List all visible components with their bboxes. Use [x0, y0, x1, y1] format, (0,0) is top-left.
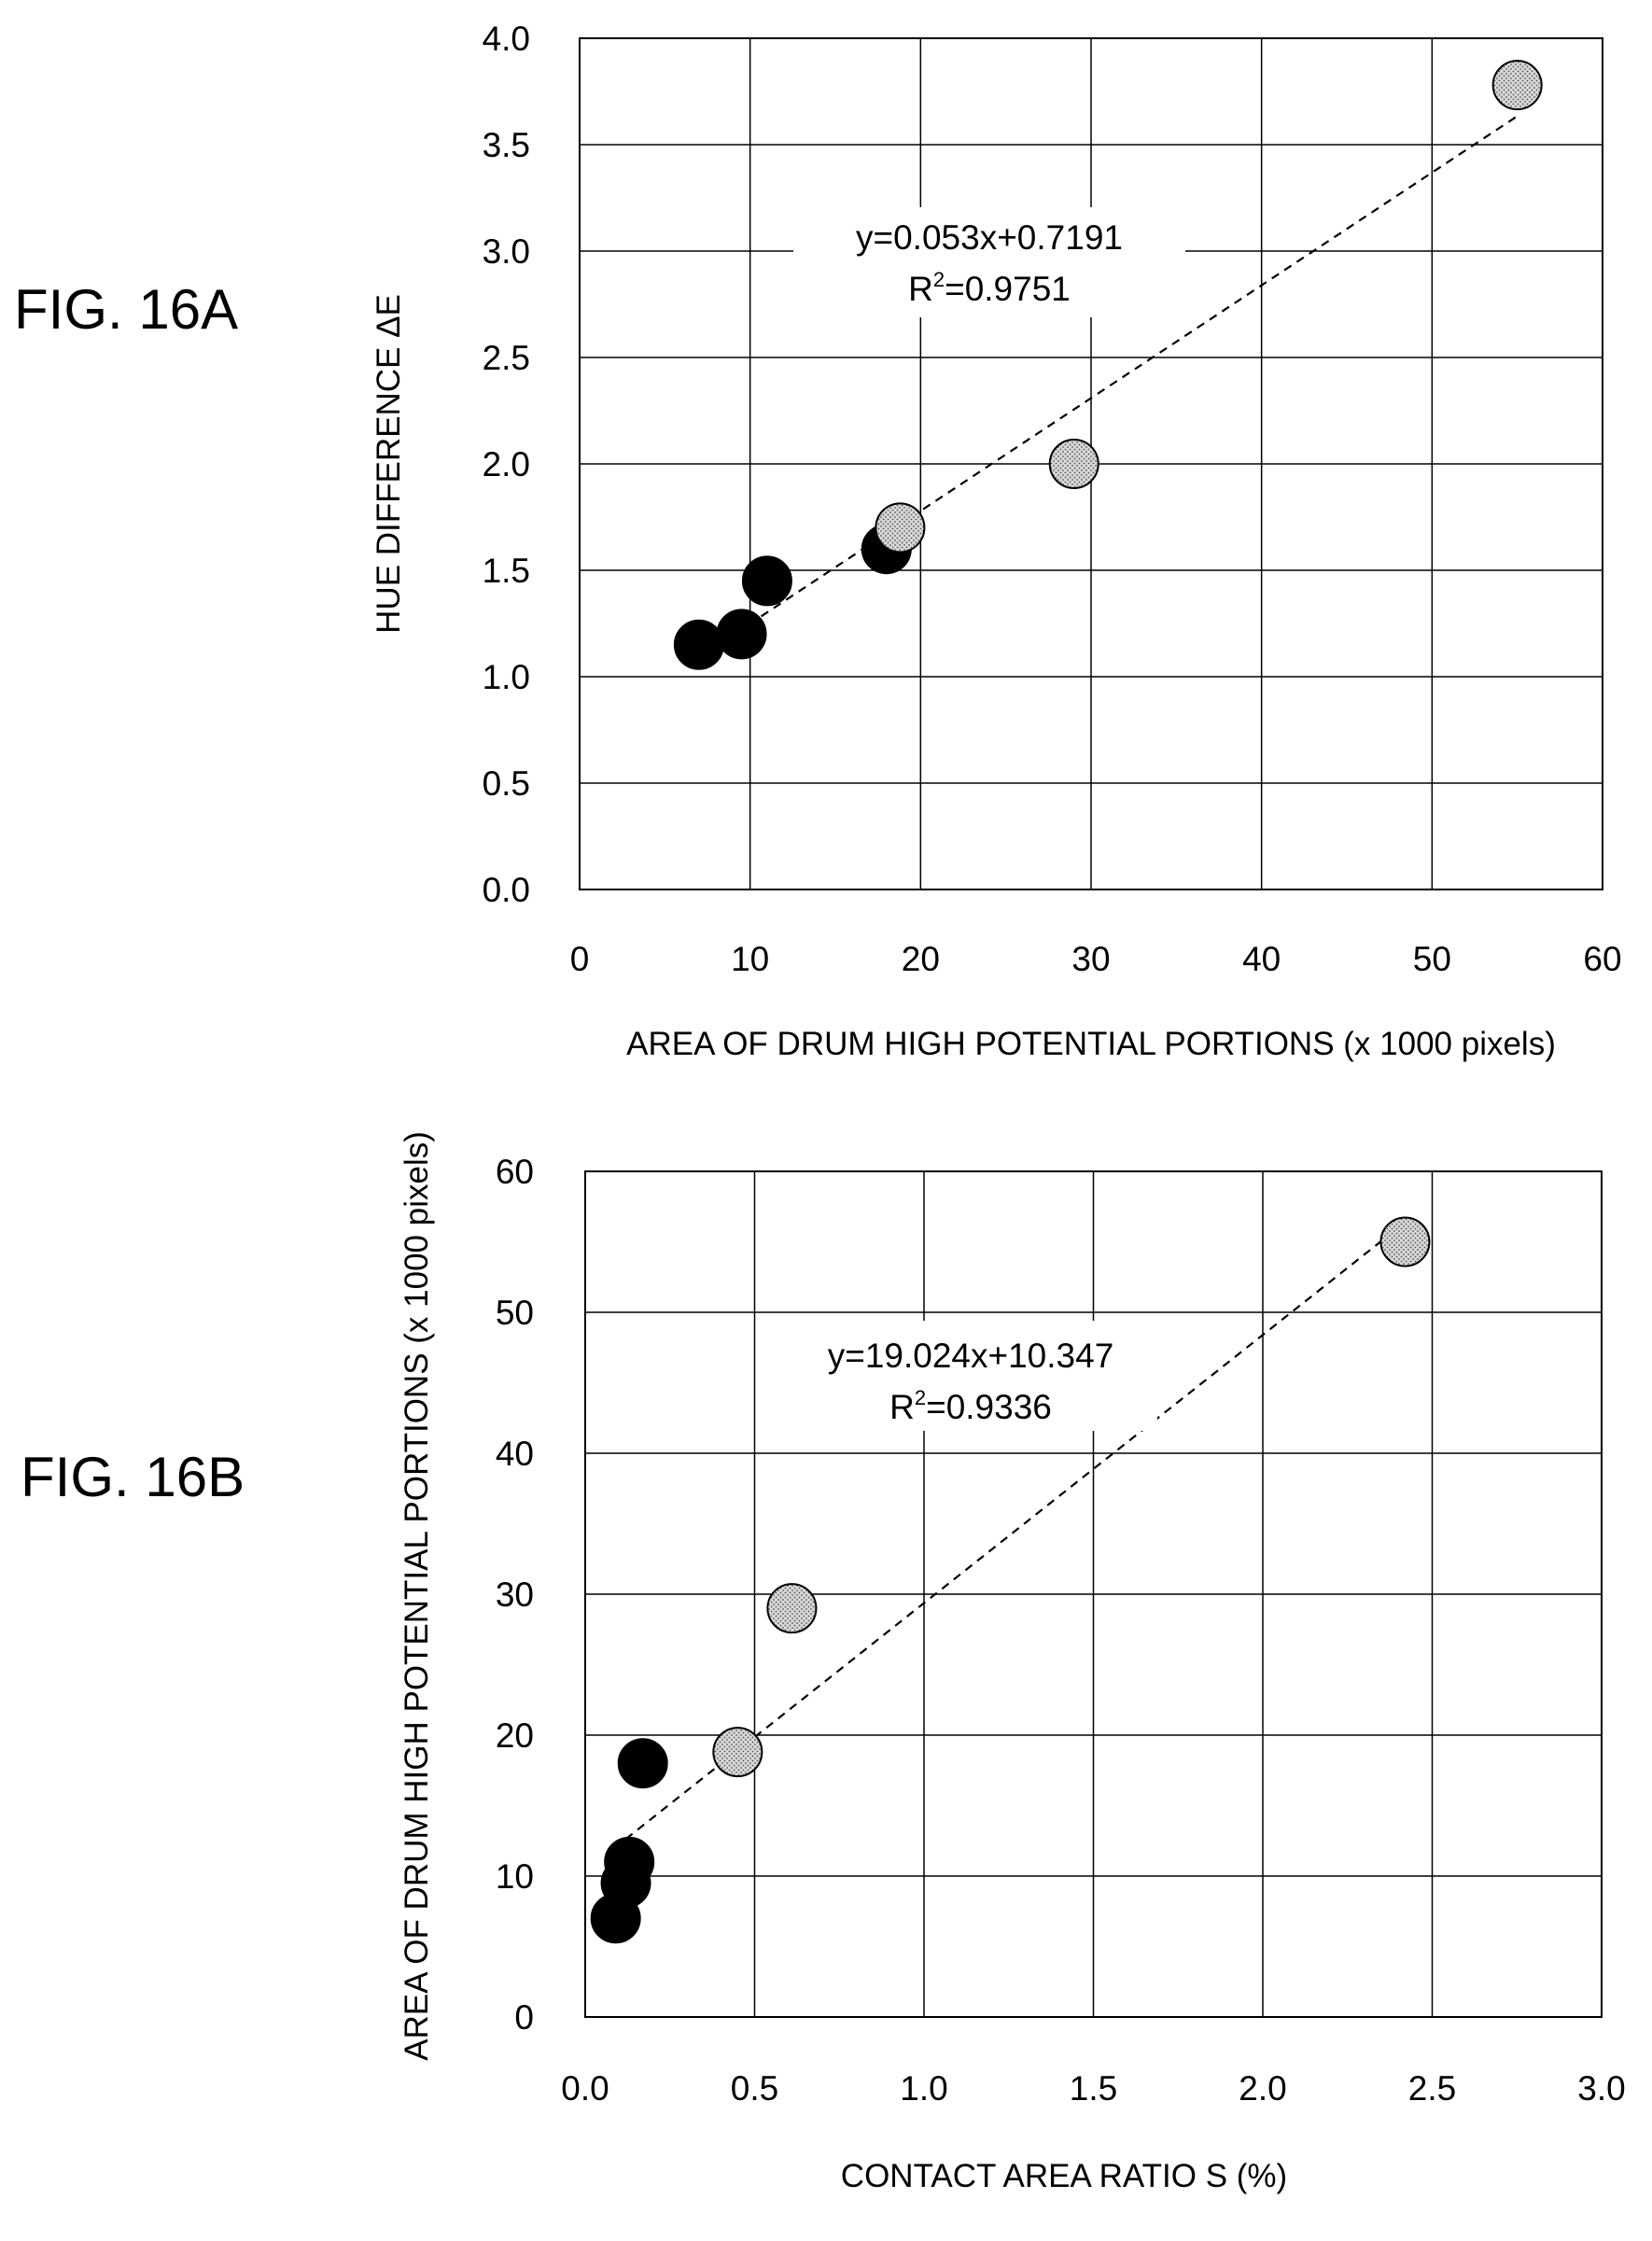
- x-axis-label-16a: AREA OF DRUM HIGH POTENTIAL PORTIONS (x …: [626, 1026, 1556, 1062]
- y-tick-label-16a-1: 0.5: [483, 764, 530, 803]
- figure-label-16a: FIG. 16A: [14, 278, 238, 341]
- y-tick-label-16b-0: 0: [514, 1998, 534, 2037]
- y-axis-label-16b: AREA OF DRUM HIGH POTENTIAL PORTIONS (x …: [399, 1131, 435, 2061]
- data-point-16a-dotted-0: [875, 502, 926, 553]
- x-tick-label-16b-4: 2.0: [1239, 2069, 1286, 2108]
- r2-text-16a: R2=0.9751: [908, 268, 1071, 308]
- data-point-16b-filled-3: [617, 1738, 668, 1789]
- equation-text-16a: y=0.053x+0.7191: [856, 218, 1123, 257]
- x-tick-label-16a-6: 60: [1583, 940, 1621, 978]
- points-16a: [673, 60, 1543, 670]
- tick-labels-16b: 0.0 0.5 1.0 1.5 2.0 2.5 3.0 0 10 20 30 40 50 60: [496, 1153, 1626, 2108]
- y-tick-label-16a-0: 0.0: [483, 871, 530, 909]
- r2-text-16b: R2=0.9336: [889, 1386, 1052, 1426]
- x-tick-label-16a-3: 30: [1071, 940, 1110, 978]
- data-point-16b-dotted-1: [766, 1583, 818, 1634]
- chart-fig16a: FIG. 16A 0 10 20 30 40 50 60 0.0 0.5 1.0 1.5 2.0 2.5…: [14, 20, 1622, 1062]
- gridlines-16b: [585, 1171, 1602, 2017]
- data-point-16b-filled-2: [604, 1836, 655, 1887]
- x-tick-label-16b-2: 1.0: [900, 2069, 947, 2108]
- x-tick-label-16a-0: 0: [570, 940, 590, 978]
- y-tick-label-16b-1: 10: [496, 1857, 534, 1896]
- data-point-16a-dotted-2: [1491, 60, 1543, 111]
- x-tick-label-16b-1: 0.5: [731, 2069, 778, 2108]
- y-tick-label-16a-2: 1.0: [483, 658, 530, 696]
- data-point-16a-dotted-1: [1048, 439, 1099, 489]
- x-tick-label-16b-3: 1.5: [1070, 2069, 1117, 2108]
- data-point-16b-dotted-2: [1379, 1216, 1431, 1268]
- y-tick-label-16b-4: 40: [496, 1435, 534, 1473]
- y-tick-label-16a-4: 2.0: [483, 445, 530, 483]
- plot-frame-16a: [579, 37, 1603, 890]
- x-tick-label-16a-4: 40: [1242, 940, 1281, 978]
- equation-text-16b: y=19.024x+10.347: [828, 1337, 1114, 1375]
- y-tick-label-16a-5: 2.5: [483, 339, 530, 377]
- data-point-16a-filled-1: [716, 609, 767, 660]
- data-point-16b-dotted-0: [712, 1727, 763, 1778]
- figure-label-16b: FIG. 16B: [21, 1446, 245, 1508]
- y-axis-label-16a: HUE DIFFERENCE ΔE: [371, 294, 407, 634]
- data-point-16a-filled-0: [673, 619, 724, 670]
- points-16b: [590, 1216, 1431, 1944]
- x-tick-label-16a-5: 50: [1413, 940, 1451, 978]
- tick-labels-16a: 0 10 20 30 40 50 60 0.0 0.5 1.0 1.5 2.0 2.5 3.0 3.5 4.0: [483, 20, 1622, 978]
- plot-frame-16b: [584, 1170, 1603, 2018]
- y-tick-label-16b-3: 30: [496, 1576, 534, 1614]
- data-point-16a-filled-2: [741, 555, 792, 607]
- chart-fig16b: FIG. 16B 0.0 0.5 1.0 1.5 2.0 2.5 3.0 0 10 20 30 40 5…: [21, 1131, 1626, 2194]
- y-tick-label-16a-7: 3.5: [483, 126, 530, 164]
- x-tick-label-16a-2: 20: [902, 940, 940, 978]
- y-tick-label-16b-2: 20: [496, 1716, 534, 1755]
- trendline-16a: [698, 115, 1519, 659]
- x-tick-label-16b-6: 3.0: [1577, 2069, 1625, 2108]
- x-axis-label-16b: CONTACT AREA RATIO S (%): [841, 2158, 1287, 2194]
- equation-box-16a: [793, 207, 1185, 317]
- y-tick-label-16b-5: 50: [496, 1294, 534, 1332]
- equation-box-16b: [765, 1321, 1157, 1431]
- y-tick-label-16a-3: 1.5: [483, 552, 530, 590]
- y-tick-label-16b-6: 60: [496, 1153, 534, 1191]
- y-tick-label-16a-8: 4.0: [483, 20, 530, 58]
- x-tick-label-16a-1: 10: [731, 940, 769, 978]
- x-tick-label-16b-0: 0.0: [561, 2069, 609, 2108]
- x-tick-label-16b-5: 2.5: [1408, 2069, 1456, 2108]
- y-tick-label-16a-6: 3.0: [483, 232, 530, 271]
- trendline-group-16a: [698, 115, 1519, 659]
